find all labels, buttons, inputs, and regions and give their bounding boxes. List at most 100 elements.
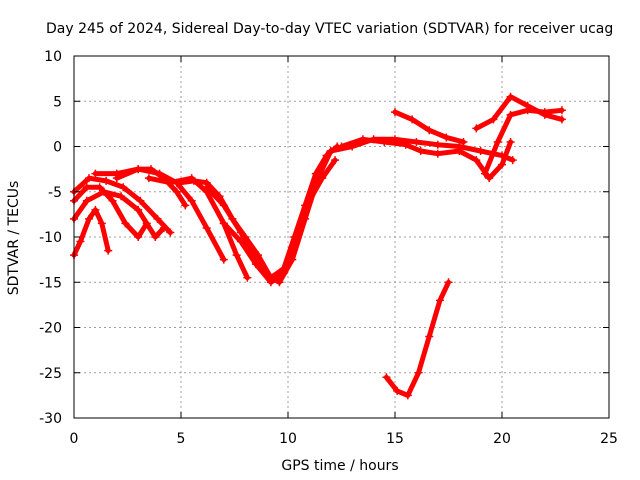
data-point <box>95 183 104 192</box>
data-point <box>166 178 175 187</box>
x-axis-label: GPS time / hours <box>281 458 398 474</box>
data-point <box>243 273 252 282</box>
data-point <box>425 126 434 135</box>
data-point <box>472 124 481 133</box>
data-point <box>391 108 399 117</box>
data-point <box>236 237 245 246</box>
data-point <box>144 174 153 183</box>
data-point <box>382 373 391 382</box>
y-tick-label: -10 <box>39 230 62 246</box>
data-point <box>117 192 126 201</box>
data-point <box>480 169 489 178</box>
data-point <box>91 205 100 214</box>
x-tick-label: 15 <box>386 431 404 447</box>
data-point <box>435 296 444 305</box>
data-point <box>305 196 314 205</box>
data-point <box>318 174 327 183</box>
data-point <box>134 205 143 214</box>
data-point <box>187 196 196 205</box>
data-point <box>104 246 113 255</box>
data-point <box>76 237 85 246</box>
data-point <box>108 196 117 205</box>
data-point <box>155 169 164 178</box>
data-point <box>433 140 442 149</box>
data-point <box>506 110 515 119</box>
data-point <box>102 176 111 185</box>
axis-ticks <box>73 55 610 419</box>
series-arc-1 <box>70 205 113 260</box>
series-arc-4 <box>70 174 175 237</box>
data-point <box>493 137 502 146</box>
data-point <box>416 147 425 156</box>
data-point <box>172 187 181 196</box>
data-point <box>331 156 340 165</box>
data-point <box>181 201 190 210</box>
data-point <box>99 187 108 196</box>
data-point <box>311 169 320 178</box>
series-line <box>383 279 451 398</box>
data-point <box>112 174 121 183</box>
data-point <box>506 92 515 101</box>
data-point <box>134 233 143 241</box>
data-point <box>219 255 228 264</box>
data-point <box>177 178 185 187</box>
y-tick-label: -15 <box>39 275 62 291</box>
series-arc-16 <box>382 278 453 400</box>
data-point <box>322 151 331 160</box>
data-point <box>292 237 301 246</box>
series-arc-13 <box>391 108 468 146</box>
series-arc-12 <box>337 135 515 183</box>
data-point <box>275 278 284 287</box>
data-point <box>408 115 417 124</box>
data-point <box>557 106 566 115</box>
x-tick-labels: 0 5 10 15 20 25 <box>70 431 618 447</box>
data-point <box>358 135 367 144</box>
y-tick-label: 5 <box>53 94 62 110</box>
y-tick-label: -30 <box>39 411 62 427</box>
data-point <box>393 386 402 395</box>
y-tick-label: 10 <box>44 49 62 65</box>
data-point <box>403 391 412 400</box>
data-point <box>326 147 335 156</box>
data-point <box>459 137 468 146</box>
series-arc-10 <box>219 156 340 287</box>
chart-title: Day 245 of 2024, Sidereal Day-to-day VTE… <box>46 21 613 37</box>
data-series <box>70 92 566 400</box>
data-point <box>121 219 130 228</box>
data-point <box>91 169 100 178</box>
data-point <box>489 115 498 124</box>
data-point <box>380 137 389 146</box>
series-line <box>71 207 111 258</box>
data-point <box>508 156 517 165</box>
series-arc-15 <box>480 106 566 178</box>
data-point <box>153 214 162 223</box>
y-axis-label: SDTVAR / TECUs <box>6 181 22 296</box>
x-tick-label: 10 <box>279 431 297 447</box>
data-point <box>557 115 566 124</box>
data-point <box>84 214 93 223</box>
data-point <box>472 156 481 165</box>
y-tick-label: -5 <box>48 185 62 201</box>
y-tick-label: 0 <box>53 140 62 156</box>
data-point <box>119 183 128 192</box>
data-point <box>401 140 410 149</box>
data-point <box>189 176 198 185</box>
data-point <box>433 149 442 158</box>
x-tick-label: 25 <box>600 431 618 447</box>
x-tick-label: 0 <box>70 431 79 447</box>
data-point <box>540 108 549 117</box>
data-point <box>219 201 228 210</box>
data-point <box>442 133 451 142</box>
data-point <box>136 196 145 205</box>
data-point <box>266 278 275 287</box>
series-arc-3 <box>70 187 168 241</box>
data-point <box>151 233 160 241</box>
data-point <box>82 196 91 205</box>
data-point <box>498 160 506 169</box>
data-point <box>523 106 532 115</box>
data-point <box>412 137 421 146</box>
data-point <box>455 147 464 156</box>
data-point <box>84 174 93 183</box>
data-point <box>232 251 241 260</box>
